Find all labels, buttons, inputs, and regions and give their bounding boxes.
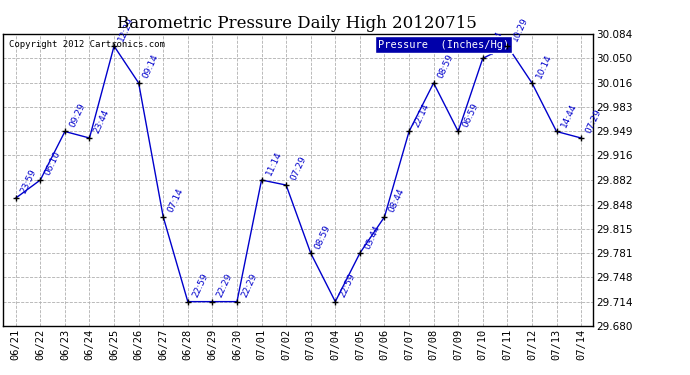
Text: 09:29: 09:29 <box>68 102 87 129</box>
Text: 07:14: 07:14 <box>166 187 185 214</box>
Text: 14:44: 14:44 <box>486 28 504 56</box>
Text: 10:14: 10:14 <box>535 53 554 80</box>
Text: Barometric Pressure Daily High 20120715: Barometric Pressure Daily High 20120715 <box>117 15 477 32</box>
Text: 03:44: 03:44 <box>363 224 382 251</box>
Text: 06:10: 06:10 <box>43 150 62 177</box>
Text: 23:44: 23:44 <box>92 108 111 135</box>
Text: 22:14: 22:14 <box>412 102 431 129</box>
Text: 07:29: 07:29 <box>289 155 308 182</box>
Text: 14:44: 14:44 <box>560 102 578 129</box>
Text: 22:59: 22:59 <box>338 272 357 299</box>
Text: 06:59: 06:59 <box>461 102 480 129</box>
Text: 08:59: 08:59 <box>313 223 333 251</box>
Text: 23:59: 23:59 <box>19 168 37 195</box>
Text: 08:59: 08:59 <box>436 53 455 80</box>
Text: 22:59: 22:59 <box>190 272 210 299</box>
Text: Pressure  (Inches/Hg): Pressure (Inches/Hg) <box>378 40 509 50</box>
Text: 07:29: 07:29 <box>584 108 603 135</box>
Text: 22:29: 22:29 <box>215 272 234 299</box>
Text: 12:29: 12:29 <box>117 16 136 43</box>
Text: 09:14: 09:14 <box>141 53 161 80</box>
Text: 11:14: 11:14 <box>264 150 284 177</box>
Text: 22:29: 22:29 <box>239 272 259 299</box>
Text: Copyright 2012 Cartronics.com: Copyright 2012 Cartronics.com <box>10 40 165 49</box>
Text: 08:44: 08:44 <box>387 187 406 214</box>
Text: 10:29: 10:29 <box>510 16 529 43</box>
